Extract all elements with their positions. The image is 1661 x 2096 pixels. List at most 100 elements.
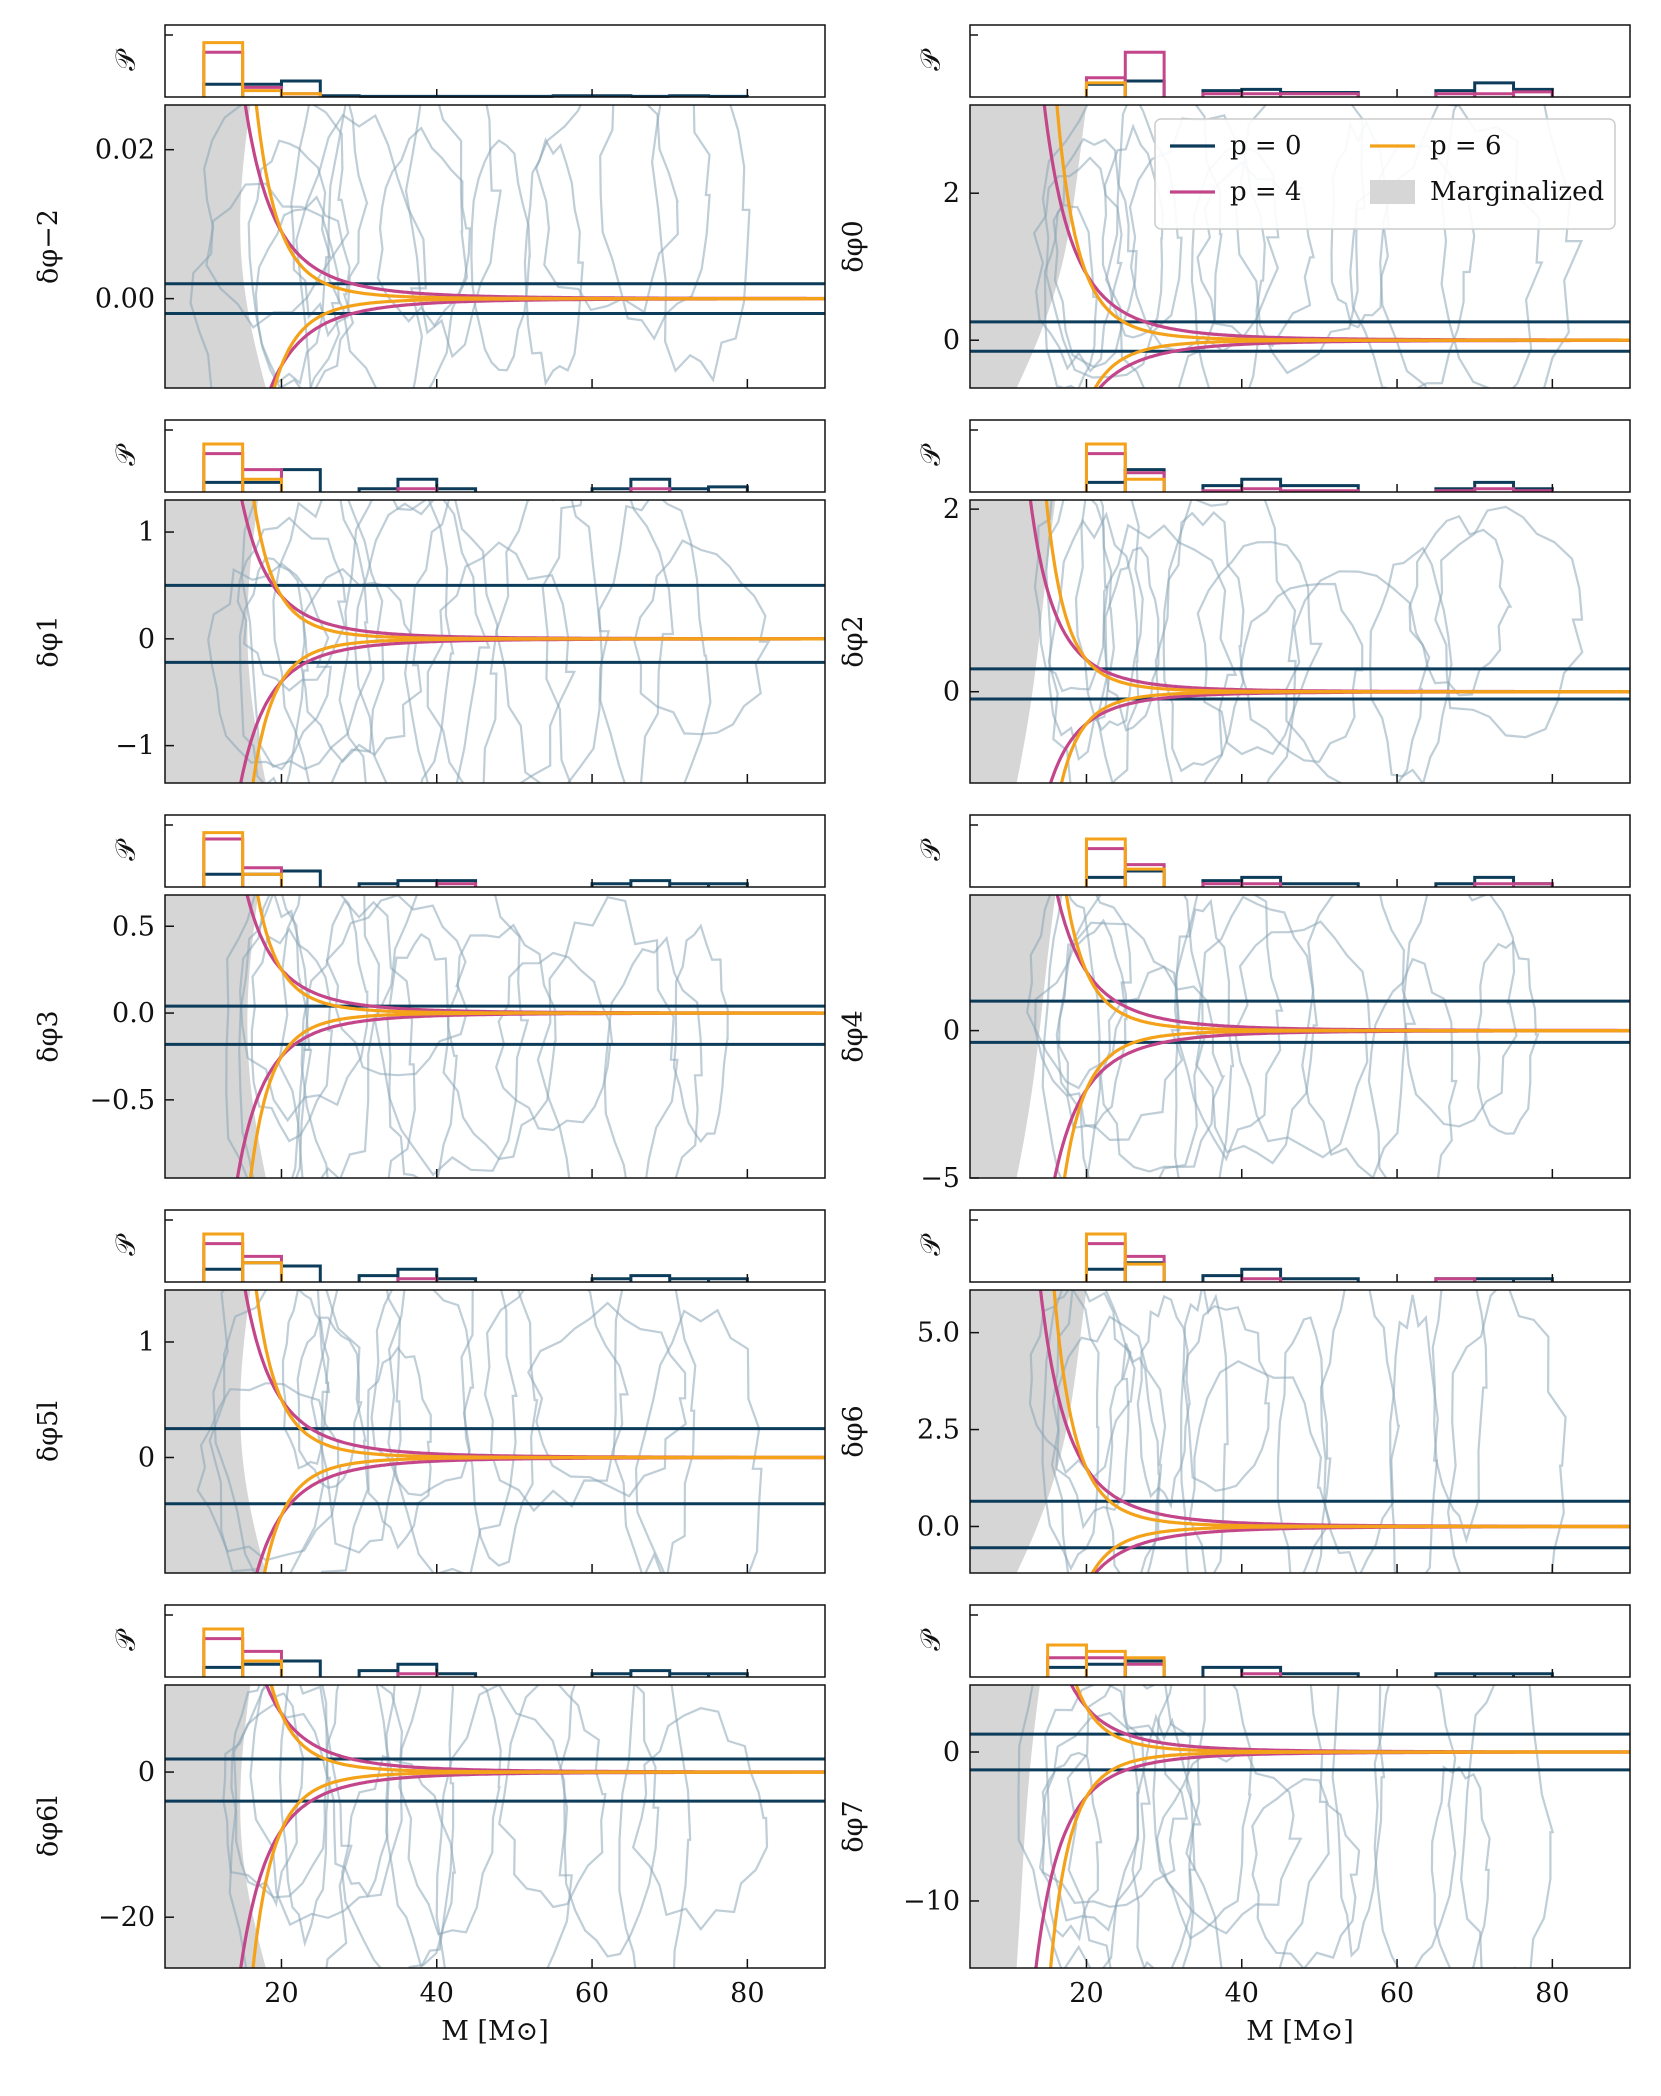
contour (541, 500, 675, 783)
contour (1052, 137, 1138, 369)
ytick-label: −5 (920, 1163, 960, 1194)
histogram-panel: 𝒫 (111, 814, 826, 888)
contour (1185, 1685, 1330, 1968)
contour (1017, 1685, 1140, 1968)
contour (300, 898, 416, 1178)
hist-p6 (202, 442, 283, 492)
contour (272, 500, 385, 783)
legend-label: p = 6 (1430, 131, 1502, 161)
contour (1331, 1685, 1386, 1958)
contour (1104, 546, 1160, 732)
hist-p0 (1046, 1659, 1554, 1677)
contour (208, 1290, 369, 1573)
contour (1251, 1777, 1361, 1968)
contour (1188, 1360, 1332, 1573)
contour (631, 1707, 769, 1932)
contour (1066, 1685, 1202, 1968)
main-plot (165, 1290, 825, 1573)
contour (296, 1316, 363, 1489)
ylabel: δφ3 (33, 1010, 64, 1062)
histogram-panel: 𝒫 (916, 1604, 1631, 1678)
contour (299, 567, 423, 764)
contour (426, 541, 577, 783)
contour (277, 895, 381, 1178)
contour (247, 139, 332, 386)
ytick-label: −1 (115, 731, 155, 762)
hist-ylabel: 𝒫 (111, 1628, 142, 1651)
ytick-label: 1 (138, 1327, 155, 1358)
hist-p0 (1084, 1261, 1554, 1282)
hist-p4 (1084, 452, 1554, 493)
p6-bound (1093, 338, 1630, 388)
main-frame (969, 1684, 1631, 1969)
xtick-label: 80 (730, 1978, 764, 2009)
contour (535, 105, 679, 314)
contour (634, 1308, 763, 1573)
xlabel: M [M⊙] (441, 2016, 549, 2047)
ytick-label: 0.0 (112, 998, 155, 1029)
contour (460, 1290, 539, 1567)
main-frame (969, 104, 1631, 389)
ytick-label: 0 (138, 1757, 155, 1788)
ytick-label: 5.0 (917, 1318, 960, 1349)
contour (1446, 1290, 1567, 1573)
contour (1408, 514, 1513, 697)
ytick-label: 0 (943, 677, 960, 708)
contour (1369, 546, 1453, 783)
contour (536, 895, 679, 1178)
contour (470, 139, 531, 372)
hist-p4 (1084, 50, 1554, 97)
panel-7: 𝒫 0.0 2.5 5.0 δφ6 (838, 1209, 1631, 1574)
contour (1025, 895, 1132, 1090)
main-plot (165, 500, 825, 783)
marginalized-region (970, 895, 1056, 1178)
main-plot (165, 1685, 825, 1968)
ylabel: δφ1 (33, 615, 64, 667)
contour (1043, 203, 1098, 388)
contour (370, 1290, 475, 1497)
contour (398, 1685, 502, 1936)
ylabel: δφ−2 (33, 209, 64, 284)
hist-p0 (202, 1261, 749, 1282)
ytick-label: 0 (138, 1442, 155, 1473)
contour (1041, 105, 1183, 379)
contour (254, 195, 355, 388)
contour (1430, 1765, 1491, 1968)
contour (373, 895, 530, 1177)
panel-4: 𝒫 −0.5 0.0 0.5 δφ3 (33, 814, 826, 1179)
contour (1475, 939, 1540, 1135)
p6-bound (272, 297, 825, 388)
hist-p4 (1084, 1242, 1477, 1282)
contour (1099, 965, 1226, 1173)
hist-ylabel: 𝒫 (916, 1628, 947, 1651)
panel-1: 𝒫 0 2 δφ0 p = 0 p = 6 p = 4 Marginalized (838, 24, 1631, 389)
xtick-label: 40 (1225, 1978, 1259, 2009)
contour (290, 105, 369, 338)
hist-p4 (1084, 847, 1554, 887)
contour (238, 556, 309, 783)
p4-bound (240, 500, 825, 641)
main-frame (969, 499, 1631, 784)
ytick-label: −20 (98, 1902, 155, 1933)
xtick-label: 60 (575, 1978, 609, 2009)
contour (249, 1685, 404, 1927)
contour (189, 182, 341, 388)
marginalized-region (970, 500, 1056, 783)
hist-frame (969, 814, 1631, 888)
marginalized-region (970, 105, 1087, 388)
ytick-label: −0.5 (89, 1085, 155, 1116)
contour (1155, 1746, 1303, 1935)
contour (404, 105, 502, 359)
p4-bound (1038, 1290, 1630, 1528)
hist-frame (164, 1604, 826, 1678)
p6-bound (1062, 1029, 1630, 1178)
hist-p6 (202, 1627, 283, 1677)
hist-ylabel: 𝒫 (111, 48, 142, 71)
marginalized-region (165, 1685, 266, 1968)
p6-bound (269, 1685, 825, 1774)
contour (495, 951, 614, 1132)
ylabel: δφ5l (33, 1401, 64, 1462)
main-plot (970, 105, 1630, 388)
contour (1050, 1315, 1167, 1573)
